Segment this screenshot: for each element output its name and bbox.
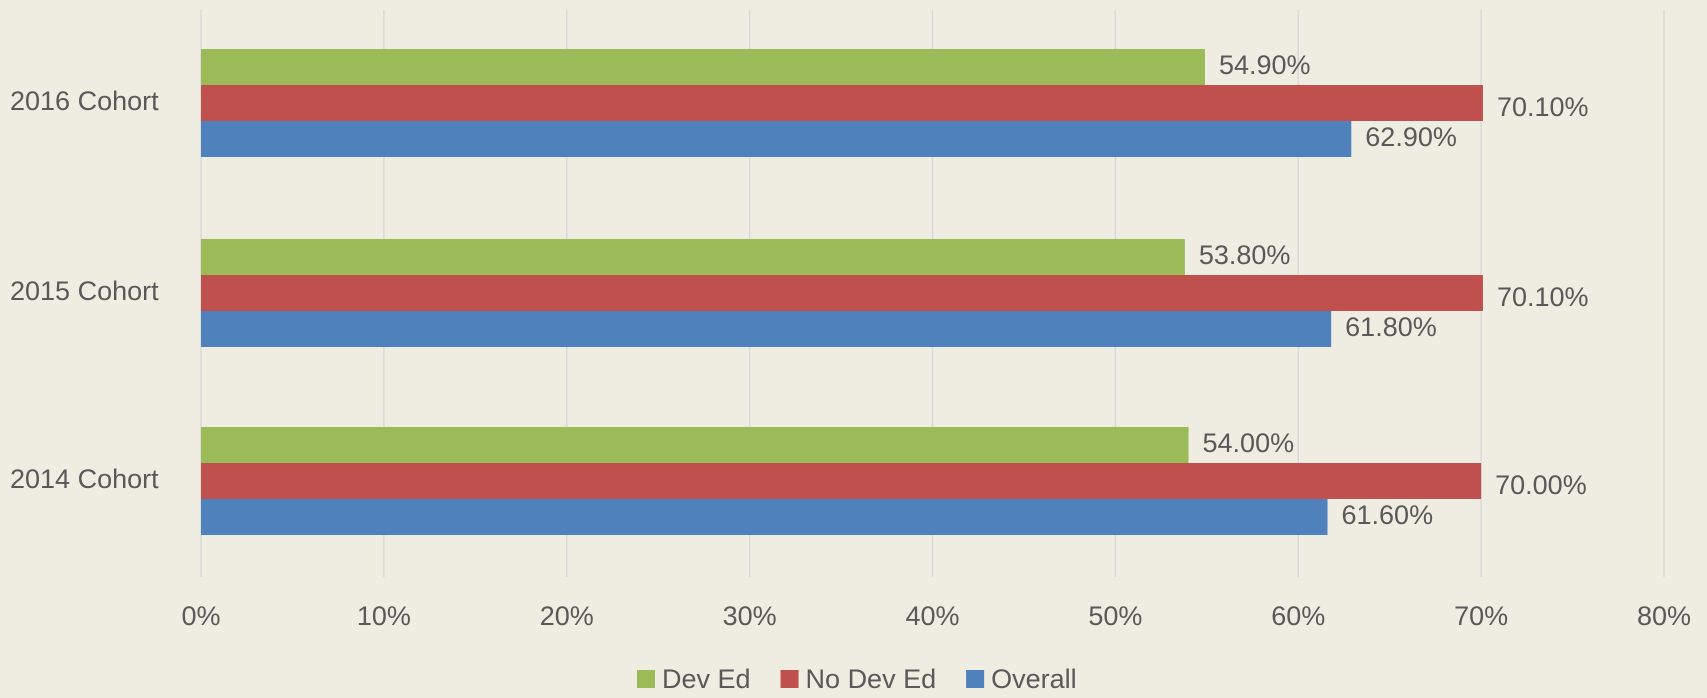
legend-label: No Dev Ed — [806, 664, 937, 694]
data-label: 53.80% — [1199, 240, 1291, 270]
bar — [201, 239, 1185, 275]
x-tick-label: 70% — [1454, 601, 1508, 631]
x-tick-label: 40% — [905, 601, 959, 631]
y-tick-label: 2015 Cohort — [10, 276, 159, 306]
legend-swatch — [966, 670, 985, 688]
bar — [201, 275, 1483, 311]
legend-label: Dev Ed — [662, 664, 751, 694]
data-label: 61.60% — [1342, 500, 1434, 530]
data-label: 70.00% — [1495, 470, 1587, 500]
legend-swatch — [637, 670, 655, 688]
bar — [201, 85, 1483, 121]
x-tick-label: 10% — [357, 601, 411, 631]
x-tick-label: 60% — [1271, 601, 1325, 631]
y-tick-label: 2014 Cohort — [10, 464, 159, 494]
bar — [201, 121, 1352, 157]
data-label: 54.00% — [1203, 428, 1295, 458]
x-tick-label: 20% — [540, 601, 594, 631]
legend-swatch — [780, 670, 799, 688]
x-tick-label: 30% — [723, 601, 777, 631]
bar — [201, 427, 1189, 463]
x-tick-label: 80% — [1637, 601, 1691, 631]
data-label: 62.90% — [1365, 122, 1457, 152]
y-tick-label: 2016 Cohort — [10, 86, 159, 116]
data-label: 70.10% — [1497, 282, 1589, 312]
bar — [201, 499, 1328, 535]
legend-label: Overall — [991, 664, 1077, 694]
data-label: 61.80% — [1345, 312, 1437, 342]
x-tick-label: 50% — [1088, 601, 1142, 631]
x-tick-label: 0% — [181, 601, 220, 631]
data-label: 54.90% — [1219, 50, 1311, 80]
bar — [201, 463, 1482, 499]
data-label: 70.10% — [1497, 92, 1589, 122]
bar — [201, 49, 1205, 85]
bar — [201, 311, 1332, 347]
